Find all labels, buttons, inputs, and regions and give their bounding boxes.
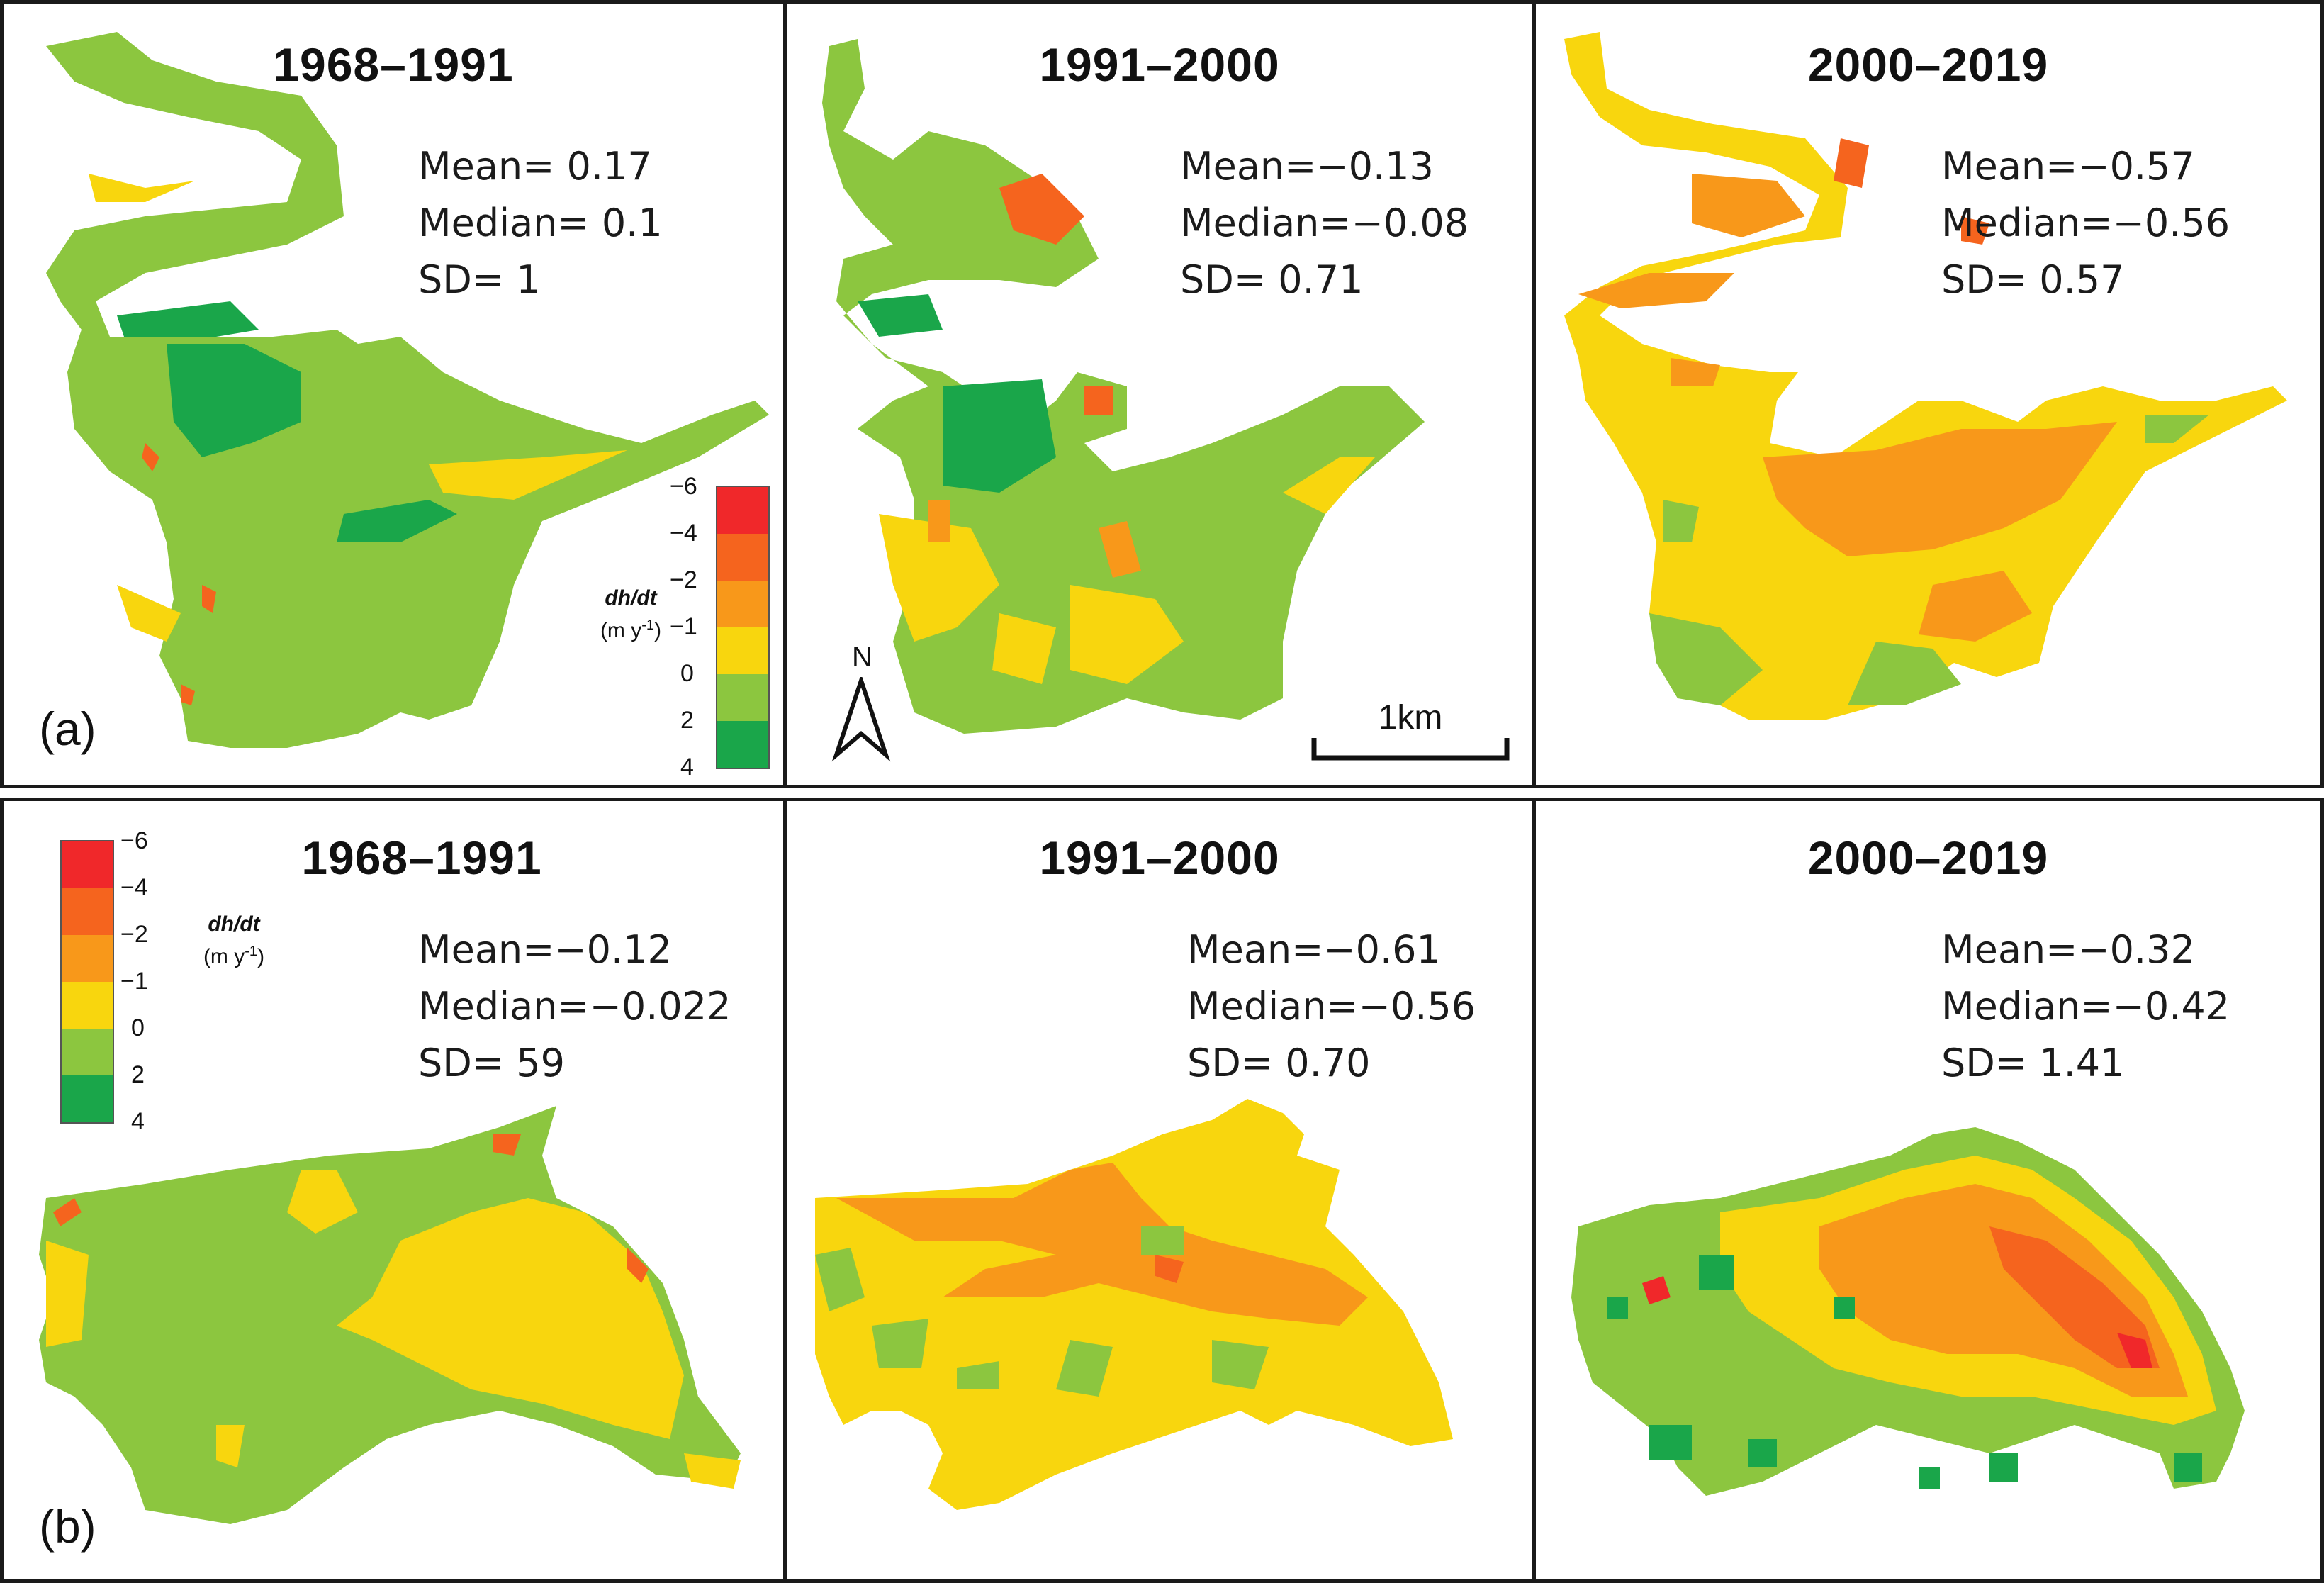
mean-value: Mean= 0.17 (418, 144, 652, 189)
legend-swatch (717, 720, 768, 768)
panel-title: 1991–2000 (1039, 832, 1280, 884)
legend-color-bar (60, 840, 114, 1124)
north-arrow: N (829, 642, 893, 762)
stats-block: Mean=−0.61 Median=−0.56 SD= 0.70 (1187, 922, 1476, 1092)
median-value: Median=−0.08 (1180, 201, 1469, 245)
stats-block: Mean=−0.13 Median=−0.08 SD= 0.71 (1180, 138, 1469, 308)
scale-line (1311, 738, 1510, 761)
mean-value: Mean=−0.57 (1941, 144, 2195, 189)
legend-color-bar (716, 486, 770, 769)
north-arrow-icon (831, 677, 891, 762)
stats-block: Mean=−0.12 Median=−0.022 SD= 59 (418, 922, 731, 1092)
legend-swatch (62, 1028, 113, 1075)
panel-b-1968-1991: 1968–1991 Mean=−0.12 Median=−0.022 SD= 5… (0, 798, 787, 1583)
legend-b: −6 −4 −2 −1 0 2 4 dh/dt (m y-1) (60, 827, 301, 1135)
glacier-map-b2 (815, 1099, 1453, 1510)
glacier-map-a3 (1564, 32, 2287, 720)
legend-tick: −6 (120, 827, 148, 854)
panel-title: 2000–2019 (1807, 38, 2049, 91)
mean-value: Mean=−0.61 (1187, 927, 1441, 972)
sd-value: SD= 59 (418, 1041, 565, 1085)
glacier-map-a2 (822, 39, 1425, 734)
legend-tick: 2 (680, 707, 694, 734)
legend-swatch (62, 982, 113, 1029)
legend-swatch (717, 580, 768, 627)
legend-swatch (717, 487, 768, 534)
legend-tick: 0 (680, 660, 694, 687)
sd-value: SD= 1.41 (1941, 1041, 2125, 1085)
panel-title: 2000–2019 (1807, 832, 2049, 884)
legend-swatch (717, 627, 768, 674)
stats-block: Mean=−0.32 Median=−0.42 SD= 1.41 (1941, 922, 2230, 1092)
legend-label-unit: (m y (203, 945, 245, 968)
sd-value: SD= 0.57 (1941, 257, 2125, 302)
legend-label-unit-close: ) (257, 945, 265, 968)
glacier-map-a1 (46, 32, 769, 748)
panel-a-2000-2019: 2000–2019 Mean=−0.57 Median=−0.56 SD= 0.… (1532, 0, 2324, 788)
north-label: N (852, 642, 872, 673)
mean-value: Mean=−0.32 (1941, 927, 2195, 972)
legend-swatch (62, 1075, 113, 1122)
scale-bar: 1km (1311, 698, 1510, 769)
legend-tick: 0 (131, 1014, 145, 1041)
sd-value: SD= 0.71 (1180, 257, 1364, 302)
row-letter-a: (a) (39, 703, 96, 755)
glacier-map-b3 (1571, 1127, 2245, 1496)
row-letter-b: (b) (39, 1500, 96, 1553)
median-value: Median= 0.1 (418, 201, 663, 245)
median-value: Median=−0.022 (418, 984, 731, 1029)
legend-tick: −2 (670, 566, 697, 593)
panel-b-1991-2000: 1991–2000 Mean=−0.61 Median=−0.56 SD= 0.… (783, 798, 1536, 1583)
legend-tick: −4 (670, 520, 697, 547)
legend-tick: −1 (120, 968, 148, 995)
legend-tick: −1 (670, 613, 697, 640)
legend-swatch (62, 841, 113, 888)
sd-value: SD= 1 (418, 257, 541, 302)
panel-b-2000-2019: 2000–2019 Mean=−0.32 Median=−0.42 SD= 1.… (1532, 798, 2324, 1583)
mean-value: Mean=−0.13 (1180, 144, 1434, 189)
scale-label: 1km (1378, 699, 1443, 737)
legend-tick: −6 (670, 473, 697, 500)
legend-label-unit: (m y (600, 619, 642, 642)
glacier-map-b1 (39, 1106, 741, 1524)
legend-label-sup: -1 (245, 944, 258, 959)
legend-tick: −4 (120, 874, 148, 901)
legend-tick: −2 (120, 921, 148, 948)
legend-label-main: dh/dt (605, 586, 657, 610)
legend-swatch (62, 934, 113, 982)
stats-block: Mean=−0.57 Median=−0.56 SD= 0.57 (1941, 138, 2230, 308)
mean-value: Mean=−0.12 (418, 927, 672, 972)
panel-title: 1991–2000 (1039, 38, 1280, 91)
panel-title: 1968–1991 (273, 38, 514, 91)
legend-label: dh/dt (m y-1) (585, 585, 677, 644)
legend-swatch (717, 533, 768, 581)
legend-label-main: dh/dt (208, 912, 260, 936)
legend-label: dh/dt (m y-1) (188, 911, 280, 971)
median-value: Median=−0.56 (1187, 984, 1476, 1029)
sd-value: SD= 0.70 (1187, 1041, 1371, 1085)
legend-tick: 4 (680, 754, 694, 781)
panel-a-1991-2000: 1991–2000 Mean=−0.13 Median=−0.08 SD= 0.… (783, 0, 1536, 788)
legend-swatch (717, 673, 768, 721)
stats-block: Mean= 0.17 Median= 0.1 SD= 1 (418, 138, 663, 308)
median-value: Median=−0.42 (1941, 984, 2230, 1029)
legend-swatch (62, 888, 113, 935)
legend-a: −6 −4 −2 −1 0 2 4 dh/dt (m y-1) (585, 473, 770, 781)
legend-label-sup: -1 (641, 617, 655, 633)
median-value: Median=−0.56 (1941, 201, 2230, 245)
legend-label-unit-close: ) (654, 619, 662, 642)
panel-title: 1968–1991 (301, 832, 542, 884)
panel-a-1968-1991: 1968–1991 Mean= 0.17 Median= 0.1 SD= 1 (… (0, 0, 787, 788)
legend-tick: 4 (131, 1108, 145, 1135)
legend-tick: 2 (131, 1061, 145, 1088)
